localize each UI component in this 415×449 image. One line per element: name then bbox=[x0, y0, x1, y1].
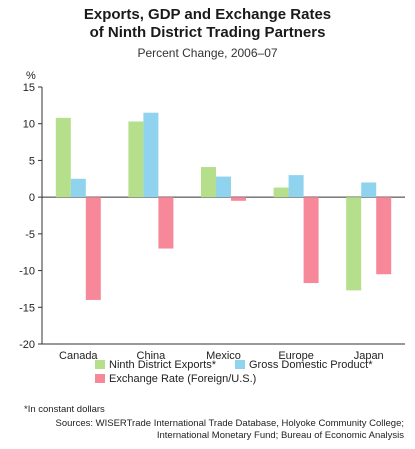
chart-title-line-1: Exports, GDP and Exchange Rates bbox=[83, 6, 332, 23]
y-tick-label: 10 bbox=[23, 119, 35, 131]
bar bbox=[288, 175, 304, 198]
bar bbox=[55, 117, 71, 198]
x-tick-label: Mexico bbox=[206, 350, 241, 362]
bar-chart: %15 10 5 0 -5 -10 -15 -20 Canada China Mexico Europ… bbox=[19, 70, 405, 385]
bar bbox=[158, 197, 174, 249]
x-tick-label: Canada bbox=[59, 350, 98, 362]
bar bbox=[231, 197, 246, 201]
y-tick-label: -20 bbox=[19, 339, 35, 351]
legend-label: Gross Domestic Product* bbox=[249, 359, 373, 371]
x-tick-label: Japan bbox=[354, 350, 384, 362]
bar bbox=[346, 197, 362, 291]
chart-subtitle: Percent Change, 2006–07 bbox=[137, 46, 278, 60]
chart-title-line-2: of Ninth District Trading Partners bbox=[89, 24, 326, 41]
bar bbox=[303, 197, 319, 284]
y-tick-label: -10 bbox=[19, 266, 35, 278]
legend-label: Exchange Rate (Foreign/U.S.) bbox=[109, 373, 256, 385]
sources-line-2: International Monetary Fund; Bureau of E… bbox=[156, 430, 404, 441]
y-tick-label: 15 bbox=[23, 82, 35, 94]
y-tick-label: 5 bbox=[29, 155, 35, 167]
y-axis-unit-label: % bbox=[26, 70, 36, 82]
bar bbox=[143, 112, 159, 198]
sources-note: Sources: WISERTrade International Trade … bbox=[24, 418, 405, 442]
y-tick-label: -15 bbox=[19, 302, 35, 314]
bar bbox=[201, 167, 216, 198]
legend-label: Ninth District Exports* bbox=[109, 359, 217, 371]
legend-swatch bbox=[95, 360, 105, 369]
x-tick-label: China bbox=[137, 350, 167, 362]
legend-swatch bbox=[95, 374, 105, 383]
y-tick-label: -5 bbox=[25, 229, 35, 241]
bar bbox=[361, 182, 377, 198]
bar bbox=[216, 176, 231, 198]
y-tick-label: 0 bbox=[29, 192, 35, 204]
bar bbox=[85, 197, 101, 300]
sources-line-1: Sources: WISERTrade International Trade … bbox=[55, 418, 405, 429]
legend-swatch bbox=[235, 360, 245, 369]
bar bbox=[70, 178, 86, 198]
bar bbox=[273, 187, 289, 198]
footnote: *In constant dollars bbox=[24, 404, 105, 415]
bar bbox=[376, 197, 392, 275]
bar bbox=[128, 121, 144, 198]
x-tick-label: Europe bbox=[278, 350, 313, 362]
